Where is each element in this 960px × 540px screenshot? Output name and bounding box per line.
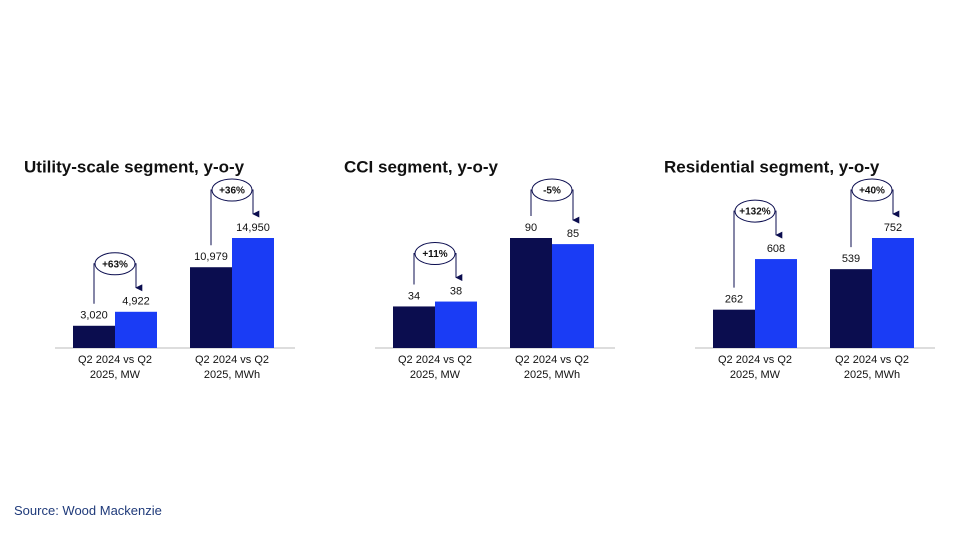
change-badge <box>211 178 253 202</box>
bar <box>190 267 232 348</box>
value-label: 10,979 <box>194 251 228 263</box>
value-label: 85 <box>567 228 579 240</box>
value-label: 262 <box>725 294 743 306</box>
bar <box>755 259 797 348</box>
bar <box>830 269 872 348</box>
change-badge <box>531 178 573 202</box>
value-label: 608 <box>767 243 785 255</box>
value-label: 4,922 <box>122 296 150 308</box>
value-label: 34 <box>408 290 420 302</box>
x-tick-label: Q2 2024 vs Q2 2025, MW <box>718 354 792 381</box>
bar <box>115 311 157 348</box>
change-badge <box>734 199 776 223</box>
x-tick-label: Q2 2024 vs Q2 2025, MWh <box>835 354 909 381</box>
bar <box>872 238 914 348</box>
bar <box>232 238 274 348</box>
x-tick-label: Q2 2024 vs Q2 2025, MW <box>398 354 472 381</box>
change-label: -5% <box>543 186 561 197</box>
bar <box>435 301 477 348</box>
value-label: 14,950 <box>236 222 270 234</box>
bar <box>393 306 435 348</box>
bar <box>713 309 755 348</box>
x-tick-label: Q2 2024 vs Q2 2025, MWh <box>195 354 269 381</box>
change-badge <box>851 178 893 202</box>
bar <box>510 238 552 348</box>
x-tick-label: Q2 2024 vs Q2 2025, MWh <box>515 354 589 381</box>
value-label: 539 <box>842 253 860 265</box>
source: Source: Wood Mackenzie <box>14 503 162 518</box>
value-label: 38 <box>450 285 462 297</box>
chart-title: Utility-scale segment, y-o-y <box>24 157 245 176</box>
value-label: 3,020 <box>80 310 108 322</box>
change-label: +132% <box>739 207 771 218</box>
change-label: +36% <box>219 186 245 197</box>
change-badge <box>94 252 136 276</box>
change-label: +11% <box>422 249 447 260</box>
x-tick-label: Q2 2024 vs Q2 2025, MW <box>78 354 152 381</box>
change-label: +40% <box>859 186 885 197</box>
chart-title: Residential segment, y-o-y <box>664 157 880 176</box>
value-label: 90 <box>525 222 537 234</box>
chart-title: CCI segment, y-o-y <box>344 157 499 176</box>
bar <box>552 244 594 348</box>
change-badge <box>414 242 456 266</box>
change-label: +63% <box>102 259 128 270</box>
bar <box>73 325 115 348</box>
value-label: 752 <box>884 222 902 234</box>
